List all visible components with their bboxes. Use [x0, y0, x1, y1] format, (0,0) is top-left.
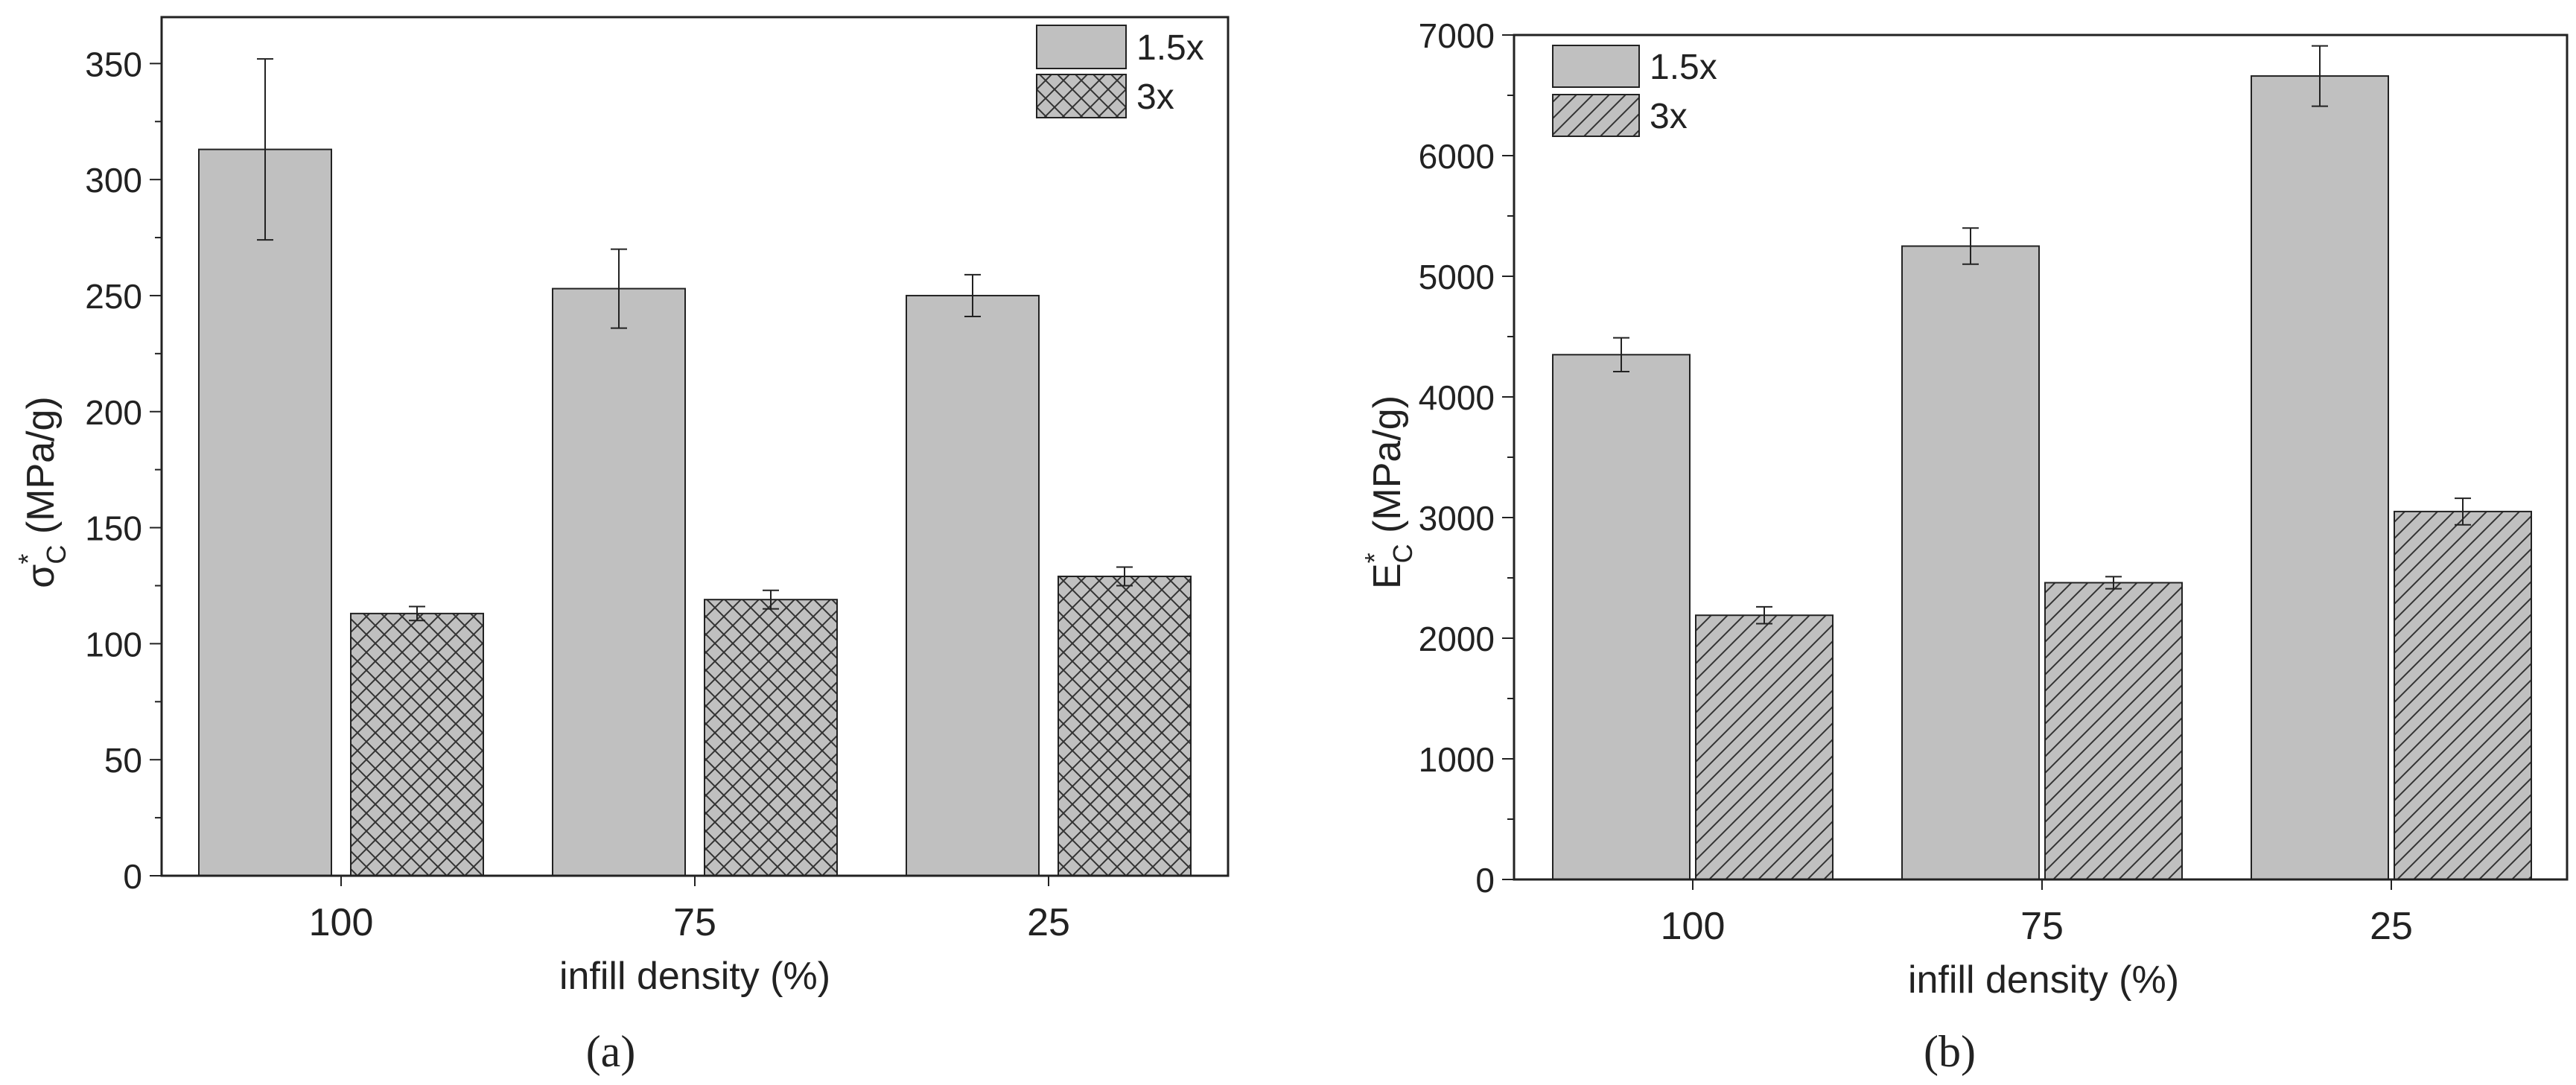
panel-b-bar-3x-100 — [1695, 614, 1834, 880]
panel-a-ylabel-unit: (MPa/g) — [19, 396, 63, 544]
panel-a-bar-1.5x-75 — [552, 287, 686, 876]
panel-b-legend-swatch-1.5x — [1552, 45, 1640, 88]
panel-a-bar-3x-100 — [350, 612, 484, 876]
panel-a-bar-3x-75 — [704, 599, 838, 877]
panel-a-errorbar-1.5x-25 — [964, 273, 981, 317]
panel-b-bar-3x-75 — [2044, 582, 2183, 880]
panel-a-ylabel-main: σ — [19, 564, 63, 588]
chart-panel-b: 100 75 25 0 1000 2000 3000 4000 5000 6000 7000 1.5x… — [1359, 16, 2569, 1076]
panel-b-bar-1.5x-100 — [1552, 354, 1691, 880]
panel-b-legend-label-3x: 3x — [1650, 97, 1688, 136]
panel-b-xtick-label-100: 100 — [1661, 905, 1726, 948]
panel-b-ylabel-unit: (MPa/g) — [1366, 395, 1409, 544]
panel-a-legend-label-1.5x: 1.5x — [1136, 28, 1204, 68]
panel-a-errorbar-3x-100 — [409, 605, 425, 622]
panel-a-ytick-label-50: 50 — [104, 741, 142, 780]
panel-a-xlabel: infill density (%) — [559, 955, 830, 998]
panel-b-ytick-label-4000: 4000 — [1419, 378, 1495, 417]
panel-a-ylabel-sup: * — [13, 554, 43, 564]
panel-a-legend-swatch-1.5x — [1036, 25, 1127, 69]
panel-b-ytick-label-5000: 5000 — [1419, 258, 1495, 296]
panel-a-ytick-label-200: 200 — [85, 393, 142, 432]
panel-a-ytick-label-250: 250 — [85, 277, 142, 316]
panel-b-errorbar-1.5x-100 — [1613, 337, 1629, 372]
panel-b-ytick-label-1000: 1000 — [1419, 740, 1495, 779]
panel-b-ytick-label-7000: 7000 — [1419, 16, 1495, 55]
panel-b-ytick-label-6000: 6000 — [1419, 137, 1495, 176]
panel-b-ylabel: E*C (MPa/g) — [1359, 395, 1418, 589]
panel-b-xlabel: infill density (%) — [1908, 958, 2179, 1002]
panel-a-ylabel-sub: C — [41, 545, 71, 564]
panel-b-bar-3x-25 — [2394, 510, 2532, 881]
panel-a-bar-1.5x-100 — [198, 148, 332, 876]
panel-a-errorbar-3x-25 — [1116, 566, 1133, 587]
panel-a-legend-swatch-3x — [1036, 74, 1127, 118]
panel-b-errorbar-1.5x-75 — [1962, 227, 1979, 265]
panel-a-ytick-label-150: 150 — [85, 509, 142, 548]
panel-b-xtick-label-75: 75 — [2020, 905, 2064, 948]
panel-a-bar-3x-25 — [1058, 576, 1192, 876]
panel-b-ylabel-sup: * — [1359, 553, 1390, 563]
panel-b-ylabel-sub: C — [1387, 544, 1418, 563]
panel-b-errorbar-1.5x-25 — [2312, 45, 2328, 107]
panel-b-legend-label-1.5x: 1.5x — [1650, 48, 1717, 87]
panel-b-ytick-label-3000: 3000 — [1419, 499, 1495, 538]
panel-b-bar-1.5x-25 — [2251, 75, 2389, 881]
panel-a-ytick-label-100: 100 — [85, 625, 142, 664]
panel-a-errorbar-1.5x-75 — [611, 248, 627, 329]
panel-a-legend-label-3x: 3x — [1136, 77, 1174, 117]
panel-b-errorbar-3x-100 — [1756, 605, 1772, 625]
panel-a-ytick-label-0: 0 — [123, 857, 142, 896]
panel-a-xtick-label-75: 75 — [673, 901, 716, 944]
panel-a-ylabel: σ*C (MPa/g) — [13, 396, 71, 588]
panel-b-label: (b) — [1924, 1027, 1976, 1076]
panel-a-xtick-label-25: 25 — [1027, 901, 1070, 944]
panel-a-axes-frame — [160, 16, 1230, 877]
panel-b-ylabel-main: E — [1366, 563, 1409, 589]
panel-b-errorbar-3x-25 — [2455, 497, 2471, 526]
panel-a-bar-1.5x-25 — [906, 294, 1040, 877]
panel-a-errorbar-3x-75 — [763, 589, 779, 610]
panel-b-ytick-label-0: 0 — [1475, 861, 1495, 900]
panel-a-xtick-label-100: 100 — [309, 901, 374, 944]
panel-b-xtick-label-25: 25 — [2370, 905, 2413, 948]
panel-b-legend-swatch-3x — [1552, 94, 1640, 137]
panel-a-ytick-label-350: 350 — [85, 45, 142, 83]
panel-b-ytick-label-2000: 2000 — [1419, 620, 1495, 658]
panel-b-errorbar-3x-75 — [2105, 576, 2122, 590]
panel-a-errorbar-1.5x-100 — [257, 58, 273, 241]
panel-a-label: (a) — [586, 1027, 636, 1076]
panel-b-bar-1.5x-75 — [1901, 245, 2040, 880]
panel-a-ytick-label-300: 300 — [85, 161, 142, 200]
panel-b-plot-area: 100 75 25 0 1000 2000 3000 4000 5000 6000 7000 1.5x… — [1419, 16, 2569, 948]
